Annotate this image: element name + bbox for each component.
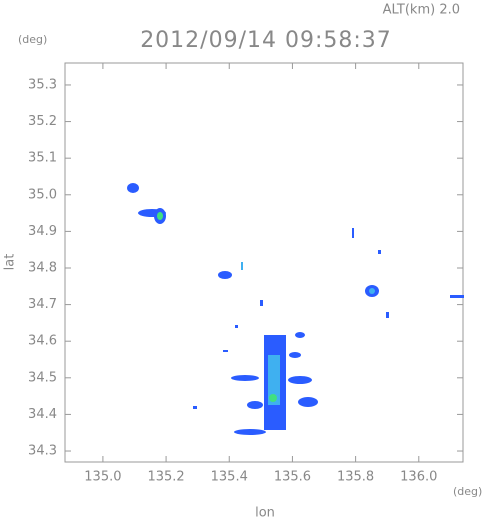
- altitude-label: ALT(km) 2.0: [383, 3, 460, 18]
- y-tick-label: 34.8: [28, 260, 57, 275]
- y-tick-label: 34.9: [28, 224, 57, 239]
- y-tick-label: 34.6: [28, 334, 57, 349]
- y-tick-label: 35.0: [28, 187, 57, 202]
- y-tick-label: 34.3: [28, 444, 57, 459]
- x-axis-label: lon: [255, 506, 275, 521]
- x-tick-label: 135.8: [337, 470, 374, 485]
- y-tick-label: 34.4: [28, 407, 57, 422]
- y-axis-label: lat: [3, 254, 18, 271]
- x-tick-label: 136.0: [400, 470, 437, 485]
- x-tick-label: 135.2: [147, 470, 184, 485]
- radar-echoes: [127, 183, 464, 435]
- y-tick-label: 35.2: [28, 114, 57, 129]
- y-unit: (deg): [18, 33, 47, 46]
- y-tick-label: 35.1: [28, 151, 57, 166]
- x-tick-label: 135.4: [211, 470, 248, 485]
- y-tick-label: 34.7: [28, 297, 57, 312]
- x-tick-label: 135.0: [84, 470, 121, 485]
- y-tick-label: 34.5: [28, 370, 57, 385]
- chart-title: 2012/09/14 09:58:37: [140, 28, 392, 53]
- x-unit: (deg): [453, 485, 482, 498]
- y-tick-label: 35.3: [28, 77, 57, 92]
- plot-frame: [64, 62, 464, 463]
- x-tick-label: 135.6: [274, 470, 311, 485]
